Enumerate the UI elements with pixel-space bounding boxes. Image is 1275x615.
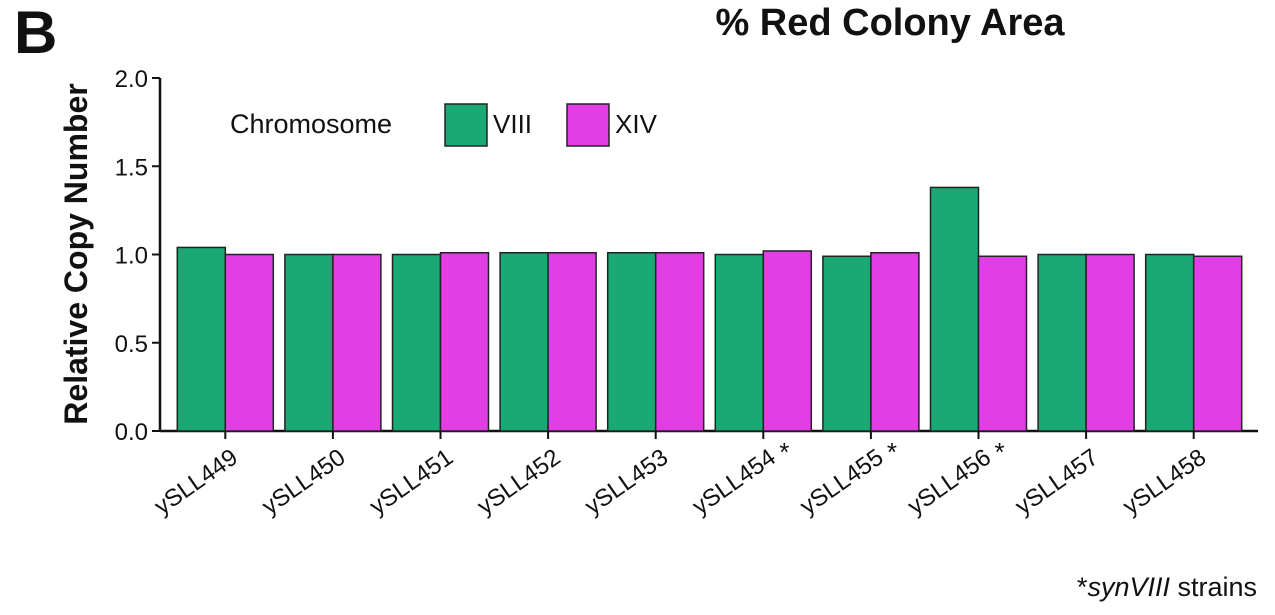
plot-area: 0.0 0.5 1.0 1.5 2.0 Relative Copy Number ySLL4… xyxy=(58,66,1258,520)
bar-VIII-ySLL451 xyxy=(391,253,442,432)
y-tick-label: 0.5 xyxy=(115,331,148,358)
bar-VIII-ySLL453 xyxy=(606,251,657,432)
legend-label-VIII: VIII xyxy=(493,109,532,139)
bar-VIII-ySLL454 xyxy=(714,253,765,432)
bar-VIII-ySLL458 xyxy=(1144,253,1195,432)
bar-VIII-ySLL452 xyxy=(499,251,549,432)
y-tick-label: 0.0 xyxy=(115,419,148,446)
bar-XIV-ySLL453 xyxy=(654,251,705,432)
x-tick-label: ySLL450 xyxy=(257,444,350,520)
x-tick-label: ySLL453 xyxy=(580,444,673,520)
x-tick-label: ySLL455 xyxy=(795,444,888,520)
legend-label-XIV: XIV xyxy=(615,109,658,139)
bar-XIV-ySLL455 xyxy=(870,251,920,432)
legend-swatch-XIV xyxy=(566,103,610,147)
bar-XIV-ySLL454 xyxy=(762,250,813,432)
bar-VIII-ySLL455 xyxy=(822,255,872,432)
bar-VIII-ySLL457 xyxy=(1037,253,1087,432)
x-tick-label: ySLL456 xyxy=(903,444,996,520)
bar-XIV-ySLL451 xyxy=(439,251,490,432)
bar-XIV-ySLL449 xyxy=(224,253,275,432)
x-tick-label: ySLL452 xyxy=(472,444,565,520)
chart-title: % Red Colony Area xyxy=(715,2,1065,44)
x-tick-label: ySLL451 xyxy=(365,444,458,520)
bar-XIV-ySLL452 xyxy=(547,251,597,432)
bar-VIII-ySLL449 xyxy=(176,246,227,432)
footnote: *synVIII strains xyxy=(1077,572,1257,603)
y-tick-label: 1.0 xyxy=(115,243,148,270)
footnote-strain-name: synVIII xyxy=(1087,572,1170,602)
x-tick-label: ySLL454 xyxy=(688,444,781,520)
y-axis-label: Relative Copy Number xyxy=(58,83,94,424)
bar-XIV-ySLL456 xyxy=(977,255,1028,432)
bar-XIV-ySLL457 xyxy=(1085,253,1135,432)
x-tick-star: * xyxy=(887,437,897,467)
bar-XIV-ySLL458 xyxy=(1192,255,1243,432)
x-tick-label: ySLL457 xyxy=(1010,444,1103,520)
legend-swatch-VIII xyxy=(444,103,488,147)
y-tick-label: 1.5 xyxy=(115,154,148,181)
x-tick-star: * xyxy=(995,437,1005,467)
y-tick-label: 2.0 xyxy=(115,66,148,93)
bar-VIII-ySLL456 xyxy=(929,186,980,432)
x-tick-star: * xyxy=(779,437,789,467)
legend-title: Chromosome xyxy=(230,109,392,139)
x-tick-label: ySLL458 xyxy=(1118,444,1211,520)
x-tick-label: ySLL449 xyxy=(150,444,243,520)
footnote-text: strains xyxy=(1169,572,1257,602)
bar-VIII-ySLL450 xyxy=(284,253,334,432)
bar-XIV-ySLL450 xyxy=(332,253,382,432)
panel-label: B xyxy=(14,0,58,66)
footnote-star: * xyxy=(1076,572,1088,602)
